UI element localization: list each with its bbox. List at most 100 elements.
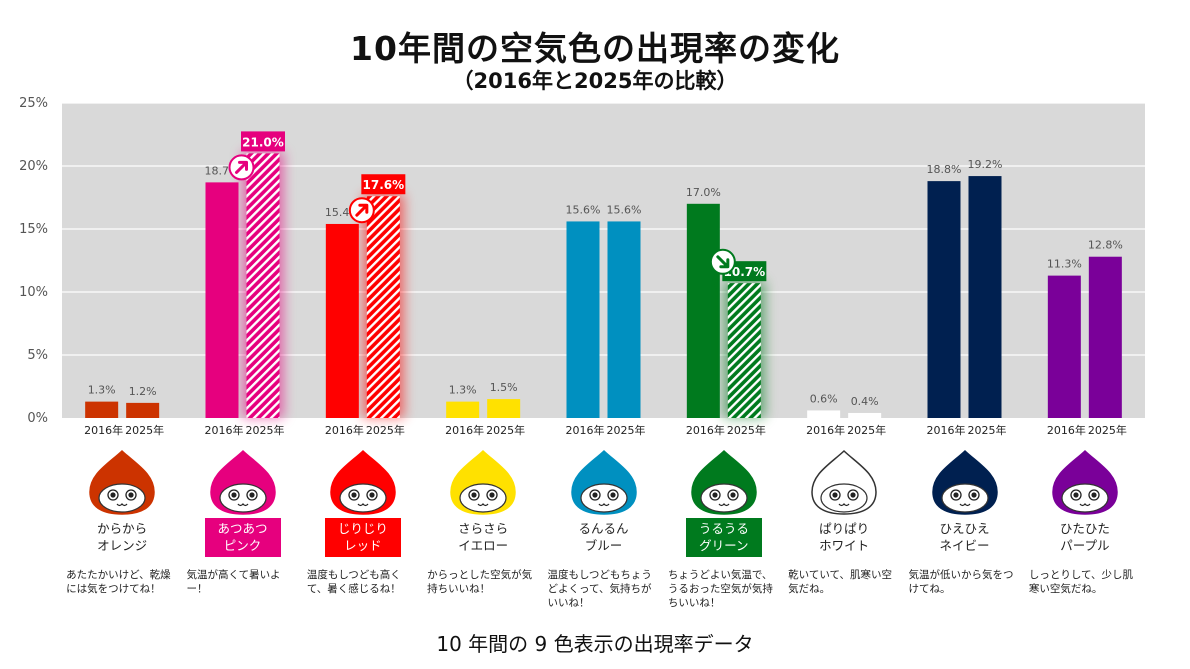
bar-2016: [1047, 275, 1081, 418]
y-tick-label: 25%: [19, 96, 48, 111]
data-label-box: [241, 131, 285, 152]
data-label: 12.8%: [1088, 239, 1123, 252]
x-tick-label: 2025年: [366, 423, 405, 437]
data-label: 1.2%: [129, 385, 157, 398]
figure-caption: 10 年間の 9 色表示の出現率データ: [436, 632, 754, 656]
trend-up-icon: [228, 154, 255, 181]
bar-2025: [366, 196, 400, 418]
color-name-line1: ひたひた: [1059, 521, 1110, 536]
color-name-line1: るんるん: [578, 521, 629, 536]
chart-subtitle: （2016年と2025年の比較）: [452, 69, 738, 93]
x-tick-label: 2025年: [486, 423, 525, 437]
bar-2016: [807, 410, 841, 418]
x-tick-label: 2016年: [84, 423, 123, 437]
droplet-character-icon: [1052, 449, 1118, 515]
character-グリーン: うるうる グリーン: [674, 448, 774, 557]
bar-2025: [126, 402, 160, 418]
color-name-line1: ぱりぱり: [819, 521, 870, 536]
color-name-label: ひえひえ ネイビー: [927, 518, 1003, 557]
x-tick-label: 2016年: [445, 423, 484, 437]
data-label: 15.6%: [607, 203, 642, 216]
character-ネイビー: ひえひえ ネイビー: [915, 448, 1015, 557]
color-description: 乾いていて、肌寒い空気だね。: [788, 569, 893, 595]
color-name-label: からから オレンジ: [84, 518, 160, 557]
y-tick-label: 0%: [27, 411, 48, 426]
trend-up-icon: [348, 197, 375, 224]
color-name-line1: ひえひえ: [939, 521, 990, 536]
color-description: 気温が低いから気をつけてね。: [908, 569, 1014, 595]
data-label: 1.3%: [449, 384, 477, 397]
color-name-label: ぱりぱり ホワイト: [806, 518, 882, 557]
color-description: 温度もしつどもちょうどよくって、気持ちがいいね！: [547, 569, 652, 609]
character-イエロー: さらさら イエロー: [433, 448, 533, 557]
bar-2025: [487, 399, 521, 418]
color-description: ちょうどよい気温で、うるおった空気が気持ちいいね！: [667, 569, 773, 609]
data-label: 10.7%: [724, 265, 766, 279]
color-name-line1: さらさら: [458, 521, 509, 536]
color-name-label: あつあつ ピンク: [204, 518, 281, 557]
bar-2016: [205, 182, 239, 418]
x-tick-label: 2016年: [806, 423, 845, 437]
color-name-line1: じりじり: [337, 521, 388, 536]
bar-2016: [927, 181, 961, 418]
x-tick-label: 2016年: [686, 423, 725, 437]
data-label: 17.6%: [363, 178, 405, 192]
color-name-line1: からから: [97, 521, 148, 536]
droplet-character-icon: [450, 449, 516, 515]
x-tick-label: 2025年: [125, 423, 164, 437]
x-tick-label: 2025年: [847, 423, 886, 437]
data-label: 0.4%: [851, 395, 879, 408]
data-label: 1.5%: [490, 381, 518, 394]
bar-2025: [246, 153, 280, 418]
droplet-character-icon: [811, 449, 877, 515]
bar-2016: [325, 223, 359, 418]
droplet-character-icon: [931, 449, 998, 515]
color-name-label: じりじり レッド: [324, 518, 401, 557]
data-label-box: [361, 174, 406, 195]
color-name-line2: ブルー: [584, 538, 623, 553]
droplet-character-icon: [691, 449, 757, 515]
chart-title: 10年間の空気色の出現率の変化: [350, 29, 840, 68]
color-description: しっとりして、少し肌寒い空気だね。: [1028, 569, 1133, 595]
x-tick-label: 2025年: [246, 423, 285, 437]
bar-2016: [446, 401, 480, 418]
color-name-label: うるうる グリーン: [685, 518, 762, 557]
data-label: 21.0%: [242, 135, 284, 149]
x-tick-label: 2016年: [927, 423, 966, 437]
x-tick-label: 2016年: [205, 423, 244, 437]
bar-2016: [566, 221, 600, 418]
x-tick-label: 2025年: [727, 423, 766, 437]
color-name-line2: イエロー: [458, 538, 509, 553]
character-ホワイト: ぱりぱり ホワイト: [794, 448, 894, 557]
bar-2025: [1088, 256, 1122, 418]
trend-down-icon: [709, 248, 736, 275]
data-label: 15.6%: [566, 203, 601, 216]
data-label: 1.3%: [88, 384, 116, 397]
data-label: 19.2%: [968, 158, 1003, 171]
x-tick-label: 2016年: [566, 423, 605, 437]
color-name-line1: あつあつ: [217, 521, 268, 536]
character-ピンク: あつあつ ピンク: [193, 448, 293, 557]
color-name-line2: レッド: [344, 538, 382, 553]
character-ブルー: るんるん ブルー: [554, 448, 654, 557]
y-tick-label: 20%: [19, 159, 48, 174]
bar-2025: [607, 221, 641, 418]
color-name-line2: オレンジ: [97, 538, 148, 553]
color-name-line2: ホワイト: [819, 538, 870, 553]
bar-2025: [968, 176, 1002, 418]
color-description: 温度もしつども高くて、暑く感じるね！: [306, 569, 401, 595]
bar-2025: [727, 283, 761, 418]
data-label: 0.6%: [810, 392, 838, 405]
color-name-label: るんるん ブルー: [566, 518, 642, 557]
color-name-line1: うるうる: [698, 521, 749, 536]
character-パープル: ひたひた パープル: [1035, 448, 1135, 557]
character-レッド: じりじり レッド: [313, 448, 413, 557]
droplet-character-icon: [209, 449, 276, 515]
x-tick-label: 2025年: [607, 423, 646, 437]
x-tick-label: 2025年: [968, 423, 1007, 437]
data-label: 11.3%: [1047, 258, 1082, 271]
color-name-line2: ピンク: [223, 538, 262, 553]
x-tick-label: 2016年: [325, 423, 364, 437]
color-description: あたたかいけど、乾燥には気をつけてね！: [66, 569, 171, 595]
